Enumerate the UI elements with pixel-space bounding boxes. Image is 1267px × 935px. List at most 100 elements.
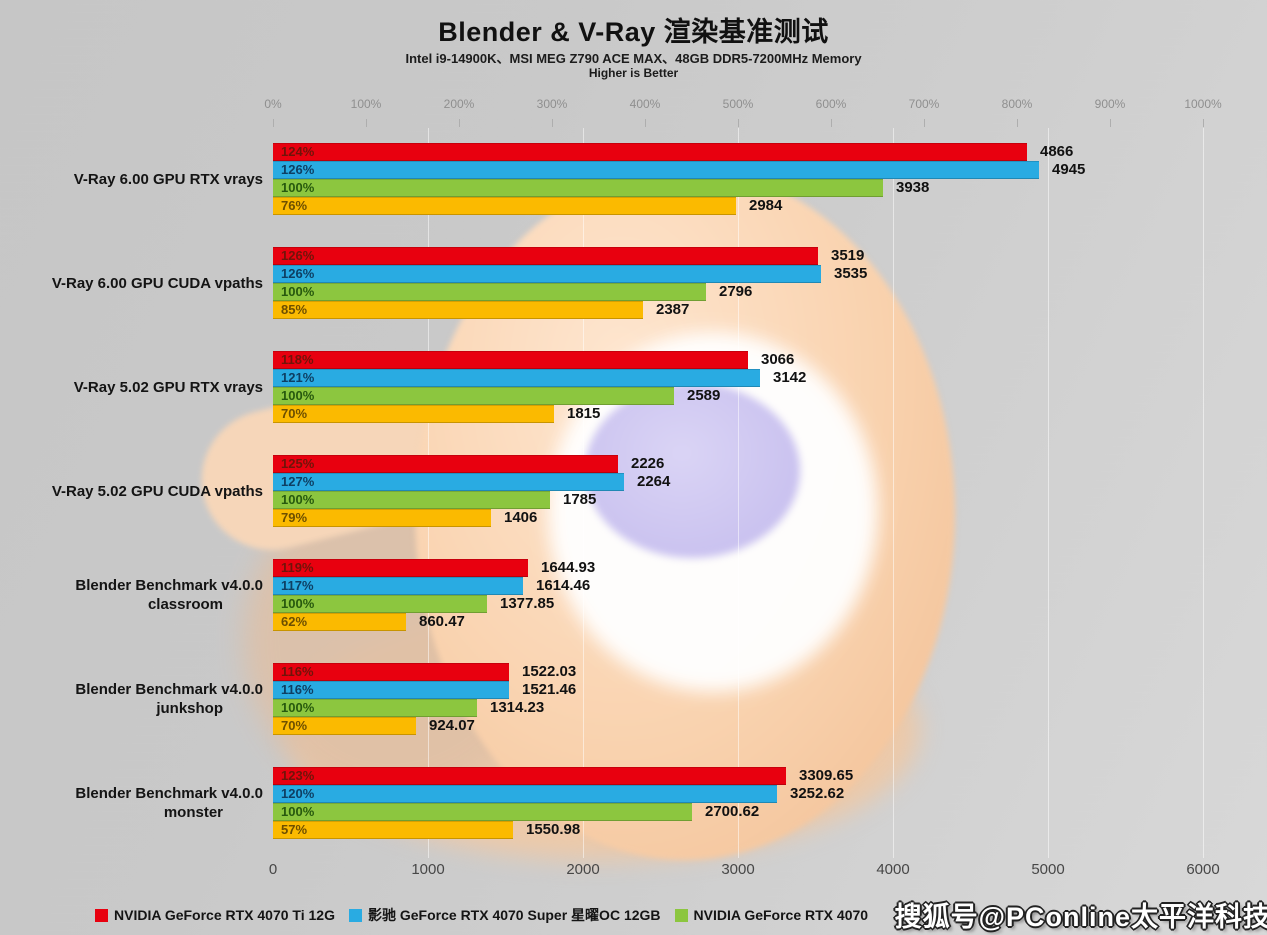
chart-title: Blender & V-Ray 渲染基准测试 — [438, 17, 829, 47]
legend-swatch — [348, 908, 362, 922]
bar-percent-label: 126% — [281, 162, 315, 177]
bar-blue: 121% — [273, 369, 760, 387]
top-axis-tick-label: 0% — [264, 97, 282, 111]
bottom-axis-tick-label: 3000 — [721, 861, 755, 878]
bar-value-label: 1644.93 — [541, 559, 596, 576]
vertical-gridline — [738, 128, 739, 858]
legend-swatch — [95, 908, 108, 922]
bar-percent-label: 62% — [281, 614, 308, 629]
bar-value-label: 1614.46 — [536, 577, 591, 594]
bar-percent-label: 116% — [281, 682, 314, 697]
donut-watermark-center — [585, 383, 800, 558]
bar-green: 100% — [273, 283, 706, 301]
top-axis-tick-label: 1000% — [1184, 97, 1222, 111]
bar-value-label: 1377.85 — [500, 595, 555, 612]
legend-label: NVIDIA GeForce RTX 4070 — [693, 907, 869, 923]
bar-value-label: 2589 — [687, 387, 721, 404]
top-axis-tick-label: 700% — [908, 97, 940, 111]
top-axis-tick-mark — [273, 119, 274, 127]
bar-value-label: 1550.98 — [526, 821, 581, 838]
bar-percent-label: 76% — [281, 198, 308, 213]
category-label: V-Ray 5.02 GPU CUDA vpaths — [51, 482, 263, 500]
bar-percent-label: 126% — [281, 248, 315, 263]
vertical-gridline — [583, 128, 584, 858]
top-axis-tick-mark — [366, 119, 367, 127]
bar-green: 100% — [273, 803, 692, 821]
top-axis-tick-label: 800% — [1001, 97, 1033, 111]
bar-percent-label: 79% — [281, 510, 308, 525]
bar-percent-label: 125% — [281, 456, 315, 471]
vertical-gridline — [1048, 128, 1049, 858]
bar-percent-label: 70% — [281, 406, 308, 421]
bar-red: 123% — [273, 767, 786, 785]
bar-value-label: 3938 — [896, 179, 930, 196]
bar-value-label: 4866 — [1040, 143, 1074, 160]
bar-red: 116% — [273, 663, 509, 681]
bar-percent-label: 57% — [281, 822, 308, 837]
legend-swatch — [674, 908, 688, 922]
bar-percent-label: 123% — [281, 768, 315, 783]
bar-yellow: 62% — [273, 613, 406, 631]
bar-yellow: 79% — [273, 509, 491, 527]
category-label: Blender Benchmark v4.0.0 classroom — [75, 577, 263, 613]
sohu-watermark-text: 搜狐号@PConline太平洋科技 — [894, 902, 1267, 932]
bar-blue: 120% — [273, 785, 777, 803]
bar-value-label: 2226 — [631, 455, 665, 472]
bottom-axis-tick-label: 5000 — [1031, 861, 1065, 878]
bar-percent-label: 127% — [281, 474, 315, 489]
bar-blue: 117% — [273, 577, 523, 595]
top-axis-tick-mark — [1017, 119, 1018, 127]
category-label: V-Ray 6.00 GPU CUDA vpaths — [51, 274, 263, 292]
bar-value-label: 3252.62 — [790, 785, 845, 802]
category-label: Blender Benchmark v4.0.0 monster — [75, 785, 263, 821]
bar-value-label: 2700.62 — [705, 803, 760, 820]
category-label: Blender Benchmark v4.0.0 junkshop — [75, 681, 263, 717]
bar-percent-label: 70% — [281, 718, 308, 733]
bar-value-label: 1314.23 — [490, 699, 545, 716]
bar-green: 100% — [273, 595, 487, 613]
bar-yellow: 57% — [273, 821, 513, 839]
vertical-gridline — [893, 128, 894, 858]
legend-item: 影驰 GeForce RTX 4070 Super 星曜OC 12GB — [348, 905, 661, 925]
bar-value-label: 1785 — [563, 491, 597, 508]
bar-value-label: 1406 — [504, 509, 538, 526]
bar-red: 125% — [273, 455, 618, 473]
bar-red: 126% — [273, 247, 818, 265]
bar-percent-label: 100% — [281, 388, 315, 403]
bar-value-label: 1815 — [567, 405, 601, 422]
top-axis-tick-label: 300% — [536, 97, 568, 111]
top-axis-tick-mark — [552, 119, 553, 127]
bar-value-label: 3519 — [831, 247, 865, 264]
bottom-axis-tick-label: 1000 — [411, 861, 445, 878]
bar-percent-label: 116% — [281, 664, 314, 679]
top-axis-tick-mark — [1203, 119, 1204, 127]
bar-yellow: 70% — [273, 717, 416, 735]
top-axis-tick-mark — [831, 119, 832, 127]
top-axis-tick-mark — [738, 119, 739, 127]
bar-percent-label: 100% — [281, 804, 315, 819]
bar-green: 100% — [273, 491, 550, 509]
top-axis-tick-label: 200% — [443, 97, 475, 111]
bar-value-label: 3142 — [773, 369, 807, 386]
top-axis-tick-label: 900% — [1094, 97, 1126, 111]
bar-value-label: 4945 — [1052, 161, 1086, 178]
top-axis-tick-mark — [459, 119, 460, 127]
bar-blue: 126% — [273, 265, 821, 283]
bar-value-label: 1521.46 — [522, 681, 577, 698]
bar-value-label: 3066 — [761, 351, 795, 368]
bottom-axis-tick-label: 2000 — [566, 861, 600, 878]
bar-percent-label: 100% — [281, 180, 315, 195]
top-axis-tick-mark — [645, 119, 646, 127]
vertical-gridline — [1203, 128, 1204, 858]
legend-label: 影驰 GeForce RTX 4070 Super 星曜OC 12GB — [367, 907, 661, 923]
bar-percent-label: 100% — [281, 284, 315, 299]
bar-green: 100% — [273, 179, 883, 197]
bar-percent-label: 126% — [281, 266, 315, 281]
bar-yellow: 76% — [273, 197, 736, 215]
bar-blue: 127% — [273, 473, 624, 491]
bar-value-label: 860.47 — [419, 613, 465, 630]
bar-percent-label: 124% — [281, 144, 315, 159]
top-axis-tick-label: 600% — [815, 97, 847, 111]
top-axis-tick-label: 100% — [350, 97, 382, 111]
bottom-axis-tick-label: 4000 — [876, 861, 910, 878]
